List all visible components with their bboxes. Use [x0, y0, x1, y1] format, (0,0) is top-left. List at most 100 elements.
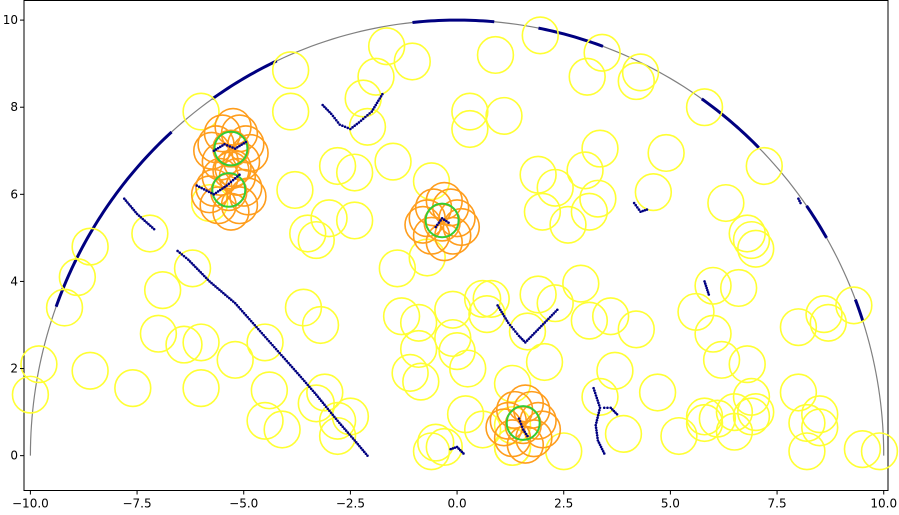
- yellow-circle: [634, 173, 673, 212]
- yellow-circle: [399, 329, 438, 369]
- trail-dot: [239, 307, 242, 311]
- trail-dot: [497, 306, 501, 309]
- trail-dot: [292, 367, 296, 371]
- yellow-circle: [737, 393, 775, 432]
- trail-dot: [597, 401, 600, 405]
- trail-dot: [257, 327, 260, 331]
- trail-dot: [246, 315, 249, 319]
- trail-dot: [227, 182, 231, 186]
- yellow-circle: [393, 42, 431, 81]
- trail-dot: [600, 447, 604, 451]
- trail-dot: [149, 224, 152, 228]
- trail-dot: [235, 303, 239, 307]
- y-tick-label: 0: [10, 449, 18, 463]
- trail-dot: [457, 447, 460, 450]
- yellow-circle: [412, 432, 451, 471]
- trail-dot: [636, 206, 639, 209]
- trail-dot: [540, 324, 543, 328]
- yellow-circle: [732, 397, 771, 436]
- trail-dot: [204, 276, 208, 280]
- trail-dot: [210, 191, 213, 195]
- trail-dot: [244, 313, 248, 317]
- trail-dot: [436, 223, 439, 227]
- trail-dot: [595, 431, 599, 435]
- trail-dot: [242, 142, 246, 145]
- trail-dot: [323, 105, 326, 109]
- yellow-circle: [523, 192, 562, 231]
- orange-circle: [212, 151, 250, 190]
- trail-dot: [514, 330, 517, 333]
- yellow-circle: [344, 79, 382, 118]
- trail-dot: [504, 317, 507, 320]
- trail-dot: [271, 343, 274, 347]
- trail-dot: [242, 311, 246, 315]
- trail-dot: [139, 216, 143, 219]
- trail-dot: [599, 445, 603, 449]
- trail-dot: [361, 448, 364, 452]
- trail-dot: [526, 434, 529, 438]
- trail-dot: [238, 144, 241, 148]
- yellow-circle: [357, 57, 395, 96]
- trail-dot: [218, 288, 221, 292]
- trail-dot: [543, 321, 547, 324]
- trail-dot: [612, 409, 616, 413]
- trail-dot: [221, 187, 224, 190]
- trail-dot: [255, 325, 258, 329]
- yellow-circle: [434, 290, 472, 329]
- trail-dot: [524, 432, 528, 436]
- trail-dot: [285, 359, 289, 363]
- yellow-circle: [318, 416, 357, 456]
- trail-dot: [316, 395, 320, 398]
- trail-dot: [294, 369, 297, 373]
- boundary-highlight: [412, 18, 495, 24]
- trail-dot: [518, 420, 522, 423]
- trail-dot: [258, 329, 262, 333]
- trail-dot: [328, 110, 331, 114]
- trail-dot: [281, 355, 285, 359]
- trail-dot: [229, 298, 233, 302]
- yellow-circle: [378, 249, 417, 288]
- trail-dot: [356, 442, 360, 446]
- yellow-circle: [71, 227, 109, 266]
- yellow-circle: [246, 401, 284, 440]
- trail-dot: [359, 119, 363, 122]
- trail-dot: [233, 301, 237, 305]
- trail-dot: [373, 105, 376, 109]
- trail-dot: [381, 92, 384, 96]
- trail-dot: [500, 310, 503, 314]
- trail-dot: [147, 222, 150, 226]
- trail-dot: [262, 333, 265, 337]
- trail-dot: [314, 393, 318, 396]
- yellow-circle: [685, 403, 724, 443]
- trail-dot: [353, 439, 356, 442]
- trail-dot: [296, 371, 299, 375]
- yellow-circle: [472, 279, 510, 318]
- yellow-circle: [562, 264, 600, 303]
- trail-dot: [445, 219, 448, 223]
- trail-dot: [361, 117, 365, 121]
- trail-dot: [496, 304, 499, 307]
- yellow-circle: [728, 345, 766, 384]
- trail-dot: [501, 312, 505, 316]
- trail-dot: [199, 271, 203, 274]
- yellow-circle: [425, 427, 463, 467]
- trail-dot: [641, 209, 644, 213]
- trail-dot: [442, 218, 446, 222]
- trail-dot: [290, 365, 294, 369]
- trail-dot: [280, 353, 283, 357]
- trail-dot: [212, 283, 215, 287]
- trail-dot: [512, 328, 515, 331]
- yellow-circle: [284, 288, 323, 327]
- trail-dot: [321, 401, 325, 405]
- yellow-circle: [660, 416, 698, 456]
- trail-dot: [595, 434, 599, 437]
- yellow-circle: [525, 342, 564, 382]
- trail-dot: [545, 319, 548, 322]
- trail-dot: [227, 296, 231, 300]
- yellow-circle: [570, 301, 609, 340]
- yellow-circle: [182, 92, 220, 131]
- green-circles-layer: [211, 130, 541, 441]
- orange-circle: [506, 425, 545, 464]
